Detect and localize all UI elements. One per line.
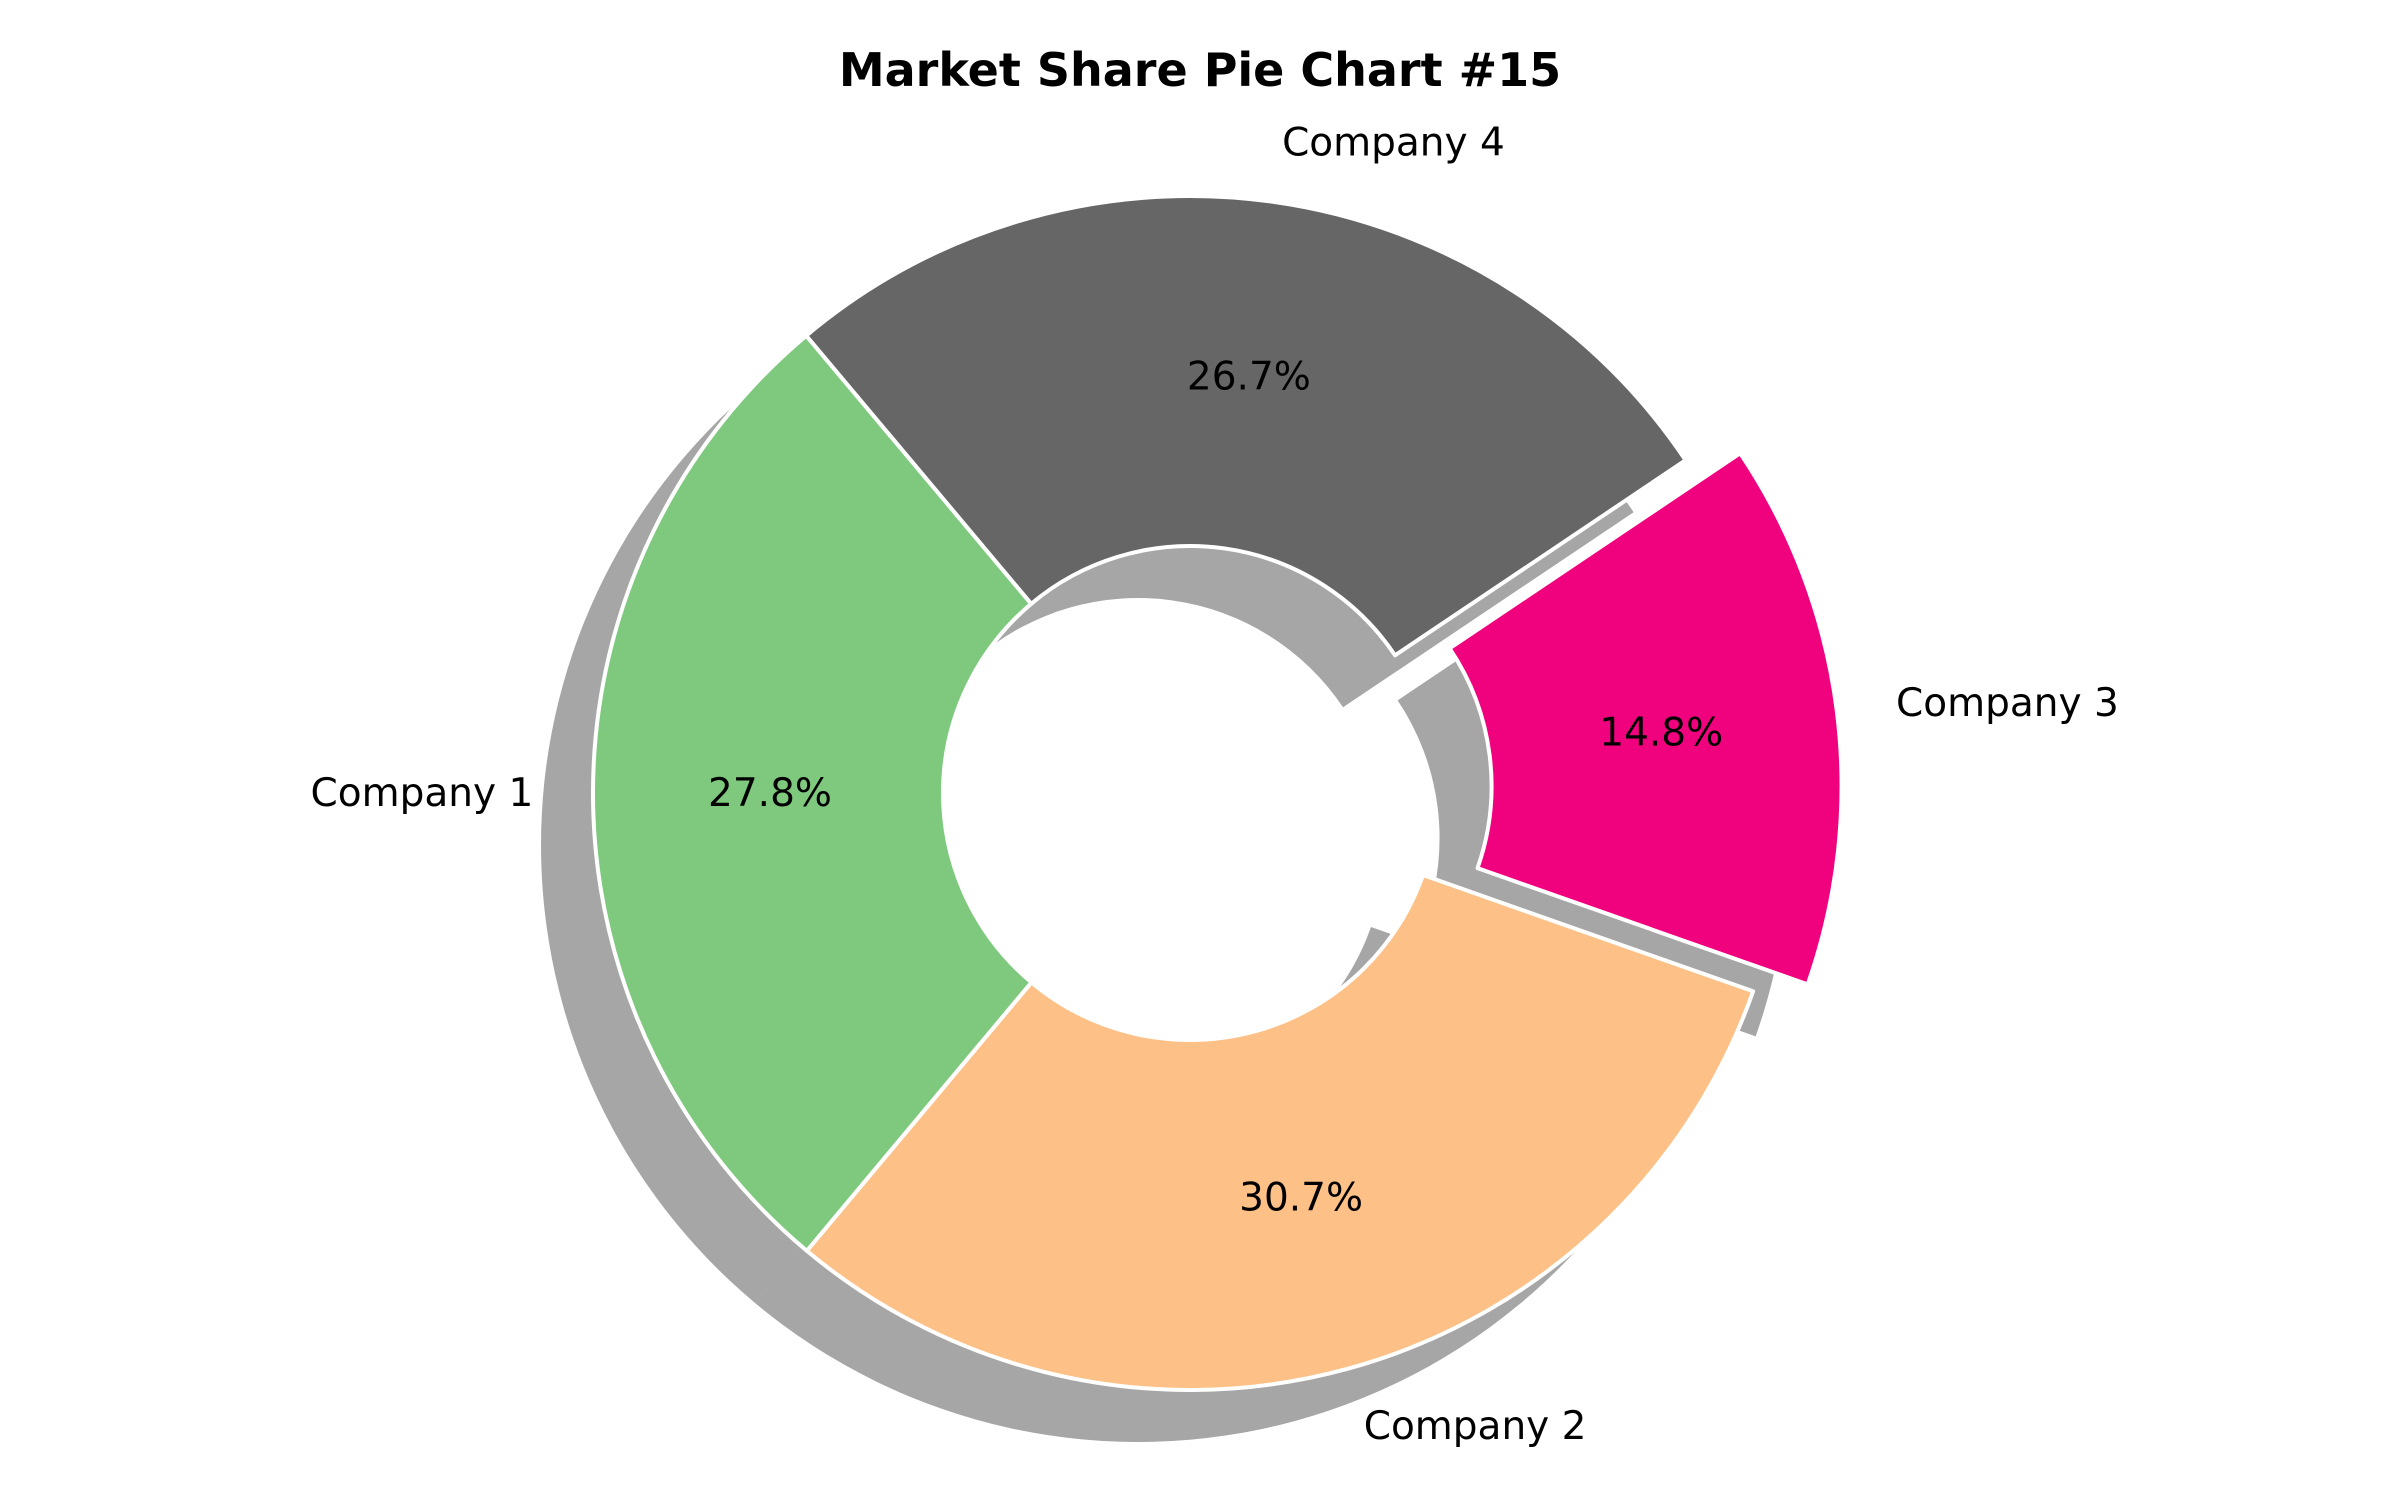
percent-label-company-3: 14.8% — [1599, 711, 1723, 756]
slice-company-3[interactable] — [1447, 451, 1844, 987]
chart-title: Market Share Pie Chart #15 — [839, 43, 1561, 97]
percent-label-company-4: 26.7% — [1187, 355, 1311, 400]
category-label-company-4: Company 4 — [1282, 120, 1505, 165]
percent-label-company-2: 30.7% — [1239, 1176, 1363, 1221]
slice-company-4[interactable] — [804, 194, 1688, 658]
category-label-company-1: Company 1 — [311, 771, 534, 816]
category-label-company-2: Company 2 — [1364, 1404, 1587, 1449]
label-layer: 27.8% Company 1 30.7% Company 2 14.8% Company… — [311, 120, 2119, 1449]
percent-label-company-1: 27.8% — [708, 771, 832, 816]
slice-layer — [591, 194, 1844, 1392]
slice-company-2[interactable] — [804, 873, 1756, 1392]
slice-company-1[interactable] — [591, 333, 1034, 1253]
category-label-company-3: Company 3 — [1896, 681, 2119, 726]
